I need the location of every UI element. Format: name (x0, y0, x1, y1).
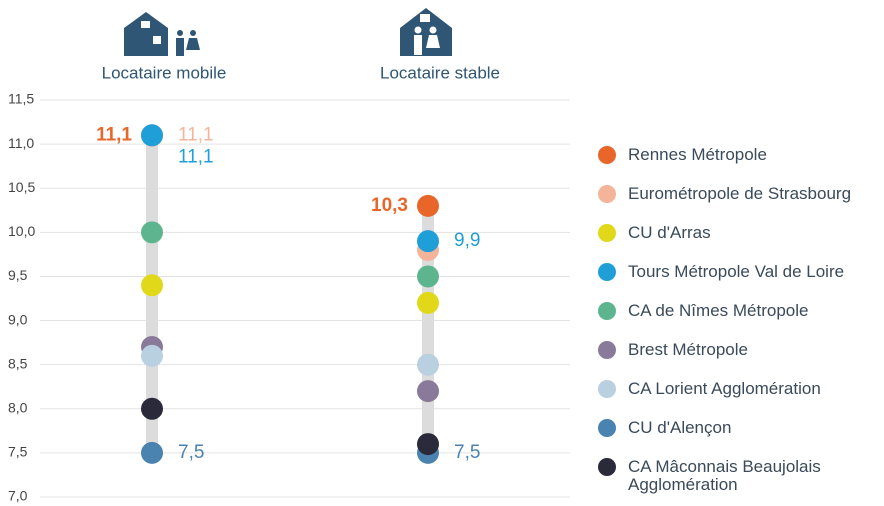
y-tick-label: 10,0 (8, 223, 35, 239)
dot (417, 433, 439, 456)
legend-swatch (598, 146, 616, 164)
y-tick-label: 11,0 (8, 135, 34, 151)
legend-label: CU d'Arras (628, 223, 711, 242)
legend-swatch (598, 185, 616, 203)
y-tick-label: 8,0 (8, 399, 28, 415)
dot (141, 397, 163, 420)
legend-item: CA Lorient Agglomération (598, 380, 858, 419)
y-tick-label: 7,0 (8, 488, 28, 504)
y-tick-label: 7,5 (8, 444, 28, 460)
legend-label: Tours Métropole Val de Loire (628, 262, 845, 281)
data-label: 10,3 (371, 195, 408, 216)
dot (141, 124, 163, 147)
y-tick-label: 9,0 (8, 311, 28, 327)
legend-item: CU d'Arras (598, 224, 858, 263)
y-tick-label: 8,5 (8, 355, 28, 371)
data-label: 7,5 (178, 442, 204, 463)
legend-swatch (598, 302, 616, 320)
data-label: 11,1 (178, 124, 214, 145)
category-label: Locataire mobile (102, 63, 227, 82)
dot (141, 221, 163, 244)
legend-label: Brest Métropole (628, 340, 748, 359)
legend-item: Brest Métropole (598, 341, 858, 380)
legend-swatch (598, 380, 616, 398)
legend-label: Rennes Métropole (628, 145, 767, 164)
dot (417, 265, 439, 288)
legend-swatch (598, 224, 616, 242)
legend: Rennes Métropole Eurométropole de Strasbo… (598, 146, 858, 497)
data-label: 9,9 (454, 230, 480, 251)
y-tick-label: 10,5 (8, 179, 35, 195)
dot (417, 353, 439, 376)
dot (141, 274, 163, 297)
dot (417, 291, 439, 314)
dot (141, 344, 163, 367)
legend-item: Tours Métropole Val de Loire (598, 263, 858, 302)
legend-label: Eurométropole de Strasbourg (628, 184, 852, 203)
legend-item: Rennes Métropole (598, 146, 858, 185)
icon-stable (400, 8, 452, 56)
legend-item: CA Mâconnais Beaujolais Agglomération (598, 458, 858, 497)
data-label: 11,1 (96, 124, 132, 145)
dot (417, 194, 439, 217)
legend-label: CA de Nîmes Métropole (628, 301, 809, 320)
legend-item: CU d'Alençon (598, 419, 858, 458)
legend-label: CA Mâconnais Beaujolais Agglomération (628, 457, 821, 494)
y-tick-label: 9,5 (8, 267, 28, 283)
legend-swatch (598, 458, 616, 476)
data-label: 7,5 (454, 442, 480, 463)
legend-item: Eurométropole de Strasbourg (598, 185, 858, 224)
icon-mobile (124, 12, 200, 56)
dot (141, 441, 163, 464)
legend-swatch (598, 263, 616, 281)
data-label: 11,1 (178, 146, 214, 167)
legend-label: CA Lorient Agglomération (628, 379, 821, 398)
dot (417, 230, 439, 253)
legend-swatch (598, 341, 616, 359)
legend-label: CU d'Alençon (628, 418, 732, 437)
legend-item: CA de Nîmes Métropole (598, 302, 858, 341)
y-tick-label: 11,5 (8, 91, 34, 107)
legend-swatch (598, 419, 616, 437)
chart: 7,0 7,5 8,0 8,5 9,0 9,5 10,0 10,5 11,0 11,5 Locata… (8, 8, 570, 504)
dot (417, 380, 439, 403)
category-label: Locataire stable (380, 63, 500, 82)
